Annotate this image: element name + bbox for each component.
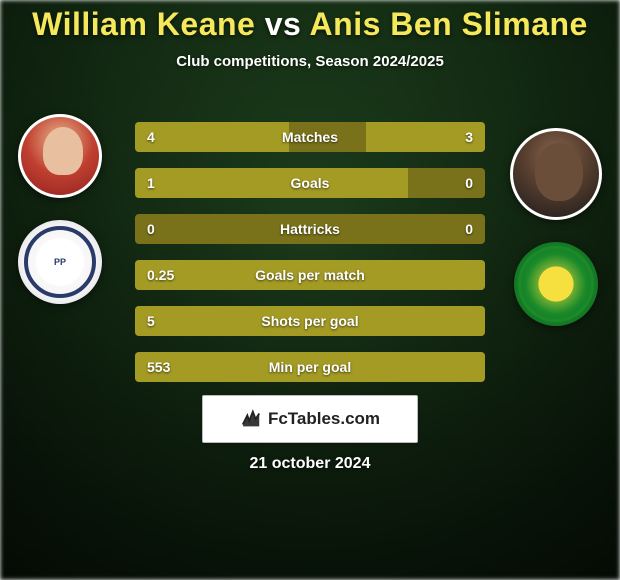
stat-label: Shots per goal <box>135 306 485 336</box>
player1-avatar <box>18 114 102 198</box>
subtitle: Club competitions, Season 2024/2025 <box>0 53 620 70</box>
stat-value-right: 0 <box>465 214 473 244</box>
stat-row: 553Min per goal <box>135 352 485 382</box>
right-avatar-stack <box>510 128 602 326</box>
player2-avatar <box>510 128 602 220</box>
stat-label: Matches <box>135 122 485 152</box>
stat-label: Goals <box>135 168 485 198</box>
stat-row: 4Matches3 <box>135 122 485 152</box>
stats-container: 4Matches31Goals00Hattricks00.25Goals per… <box>135 122 485 382</box>
content-wrapper: William Keane vs Anis Ben Slimane Club c… <box>0 0 620 580</box>
stat-row: 5Shots per goal <box>135 306 485 336</box>
stat-label: Goals per match <box>135 260 485 290</box>
site-badge[interactable]: FcTables.com <box>202 395 418 443</box>
report-date: 21 october 2024 <box>0 455 620 473</box>
vs-word: vs <box>265 6 302 42</box>
left-avatar-stack: PP <box>18 114 102 304</box>
stat-row: 0.25Goals per match <box>135 260 485 290</box>
comparison-title: William Keane vs Anis Ben Slimane <box>0 6 620 43</box>
stat-label: Hattricks <box>135 214 485 244</box>
stat-label: Min per goal <box>135 352 485 382</box>
stat-row: 1Goals0 <box>135 168 485 198</box>
site-name: FcTables.com <box>268 409 380 429</box>
site-logo-icon <box>240 408 262 430</box>
stat-row: 0Hattricks0 <box>135 214 485 244</box>
club2-crest <box>514 242 598 326</box>
player2-name: Anis Ben Slimane <box>310 6 588 42</box>
stat-value-right: 3 <box>465 122 473 152</box>
player1-name: William Keane <box>32 6 255 42</box>
club1-crest: PP <box>18 220 102 304</box>
stat-value-right: 0 <box>465 168 473 198</box>
